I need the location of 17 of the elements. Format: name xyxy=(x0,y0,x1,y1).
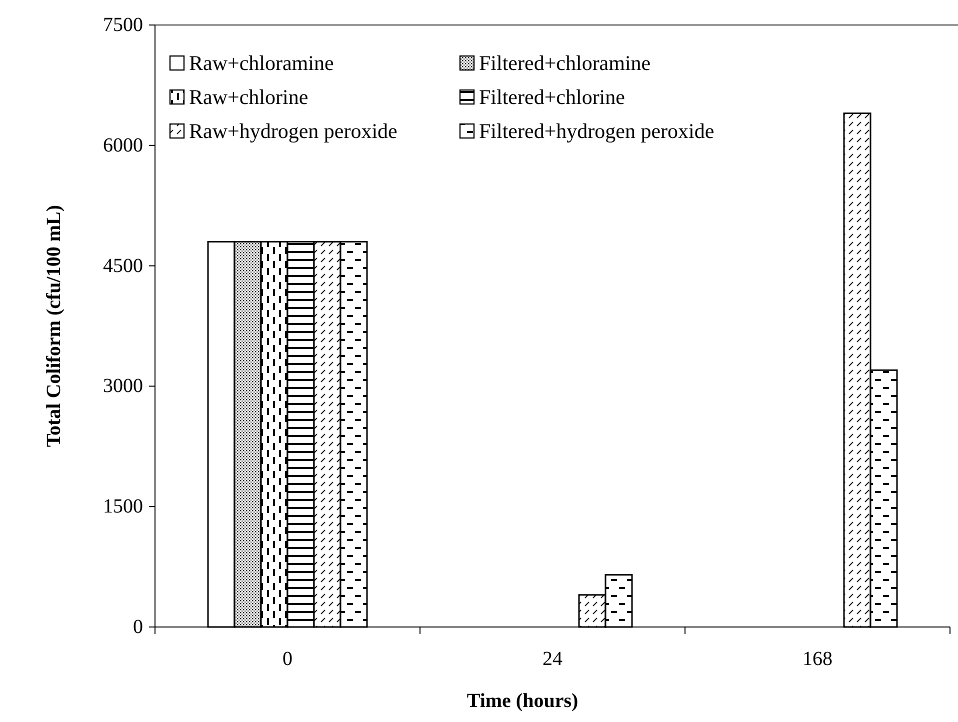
legend-label: Filtered+hydrogen peroxide xyxy=(479,119,714,143)
y-tick-label: 3000 xyxy=(103,375,143,398)
legend-label: Raw+chlorine xyxy=(189,85,308,109)
legend-label: Raw+hydrogen peroxide xyxy=(189,119,398,143)
y-tick-label: 4500 xyxy=(103,254,143,277)
x-tick-label: 168 xyxy=(802,648,832,670)
y-tick-label: 7500 xyxy=(103,14,143,36)
y-tick-label: 0 xyxy=(133,616,143,638)
x-axis-title: Time (hours) xyxy=(466,690,578,712)
legend-label: Raw+chloramine xyxy=(189,51,334,75)
y-tick-label: 6000 xyxy=(103,134,143,156)
x-tick-label: 0 xyxy=(282,648,292,670)
y-axis-title: Total Coliform (cfu/100 mL) xyxy=(43,204,65,448)
legend-label: Filtered+chlorine xyxy=(479,85,625,109)
y-tick-label: 1500 xyxy=(103,496,143,518)
legend-label: Filtered+chloramine xyxy=(479,51,651,75)
x-tick-label: 24 xyxy=(542,648,562,670)
